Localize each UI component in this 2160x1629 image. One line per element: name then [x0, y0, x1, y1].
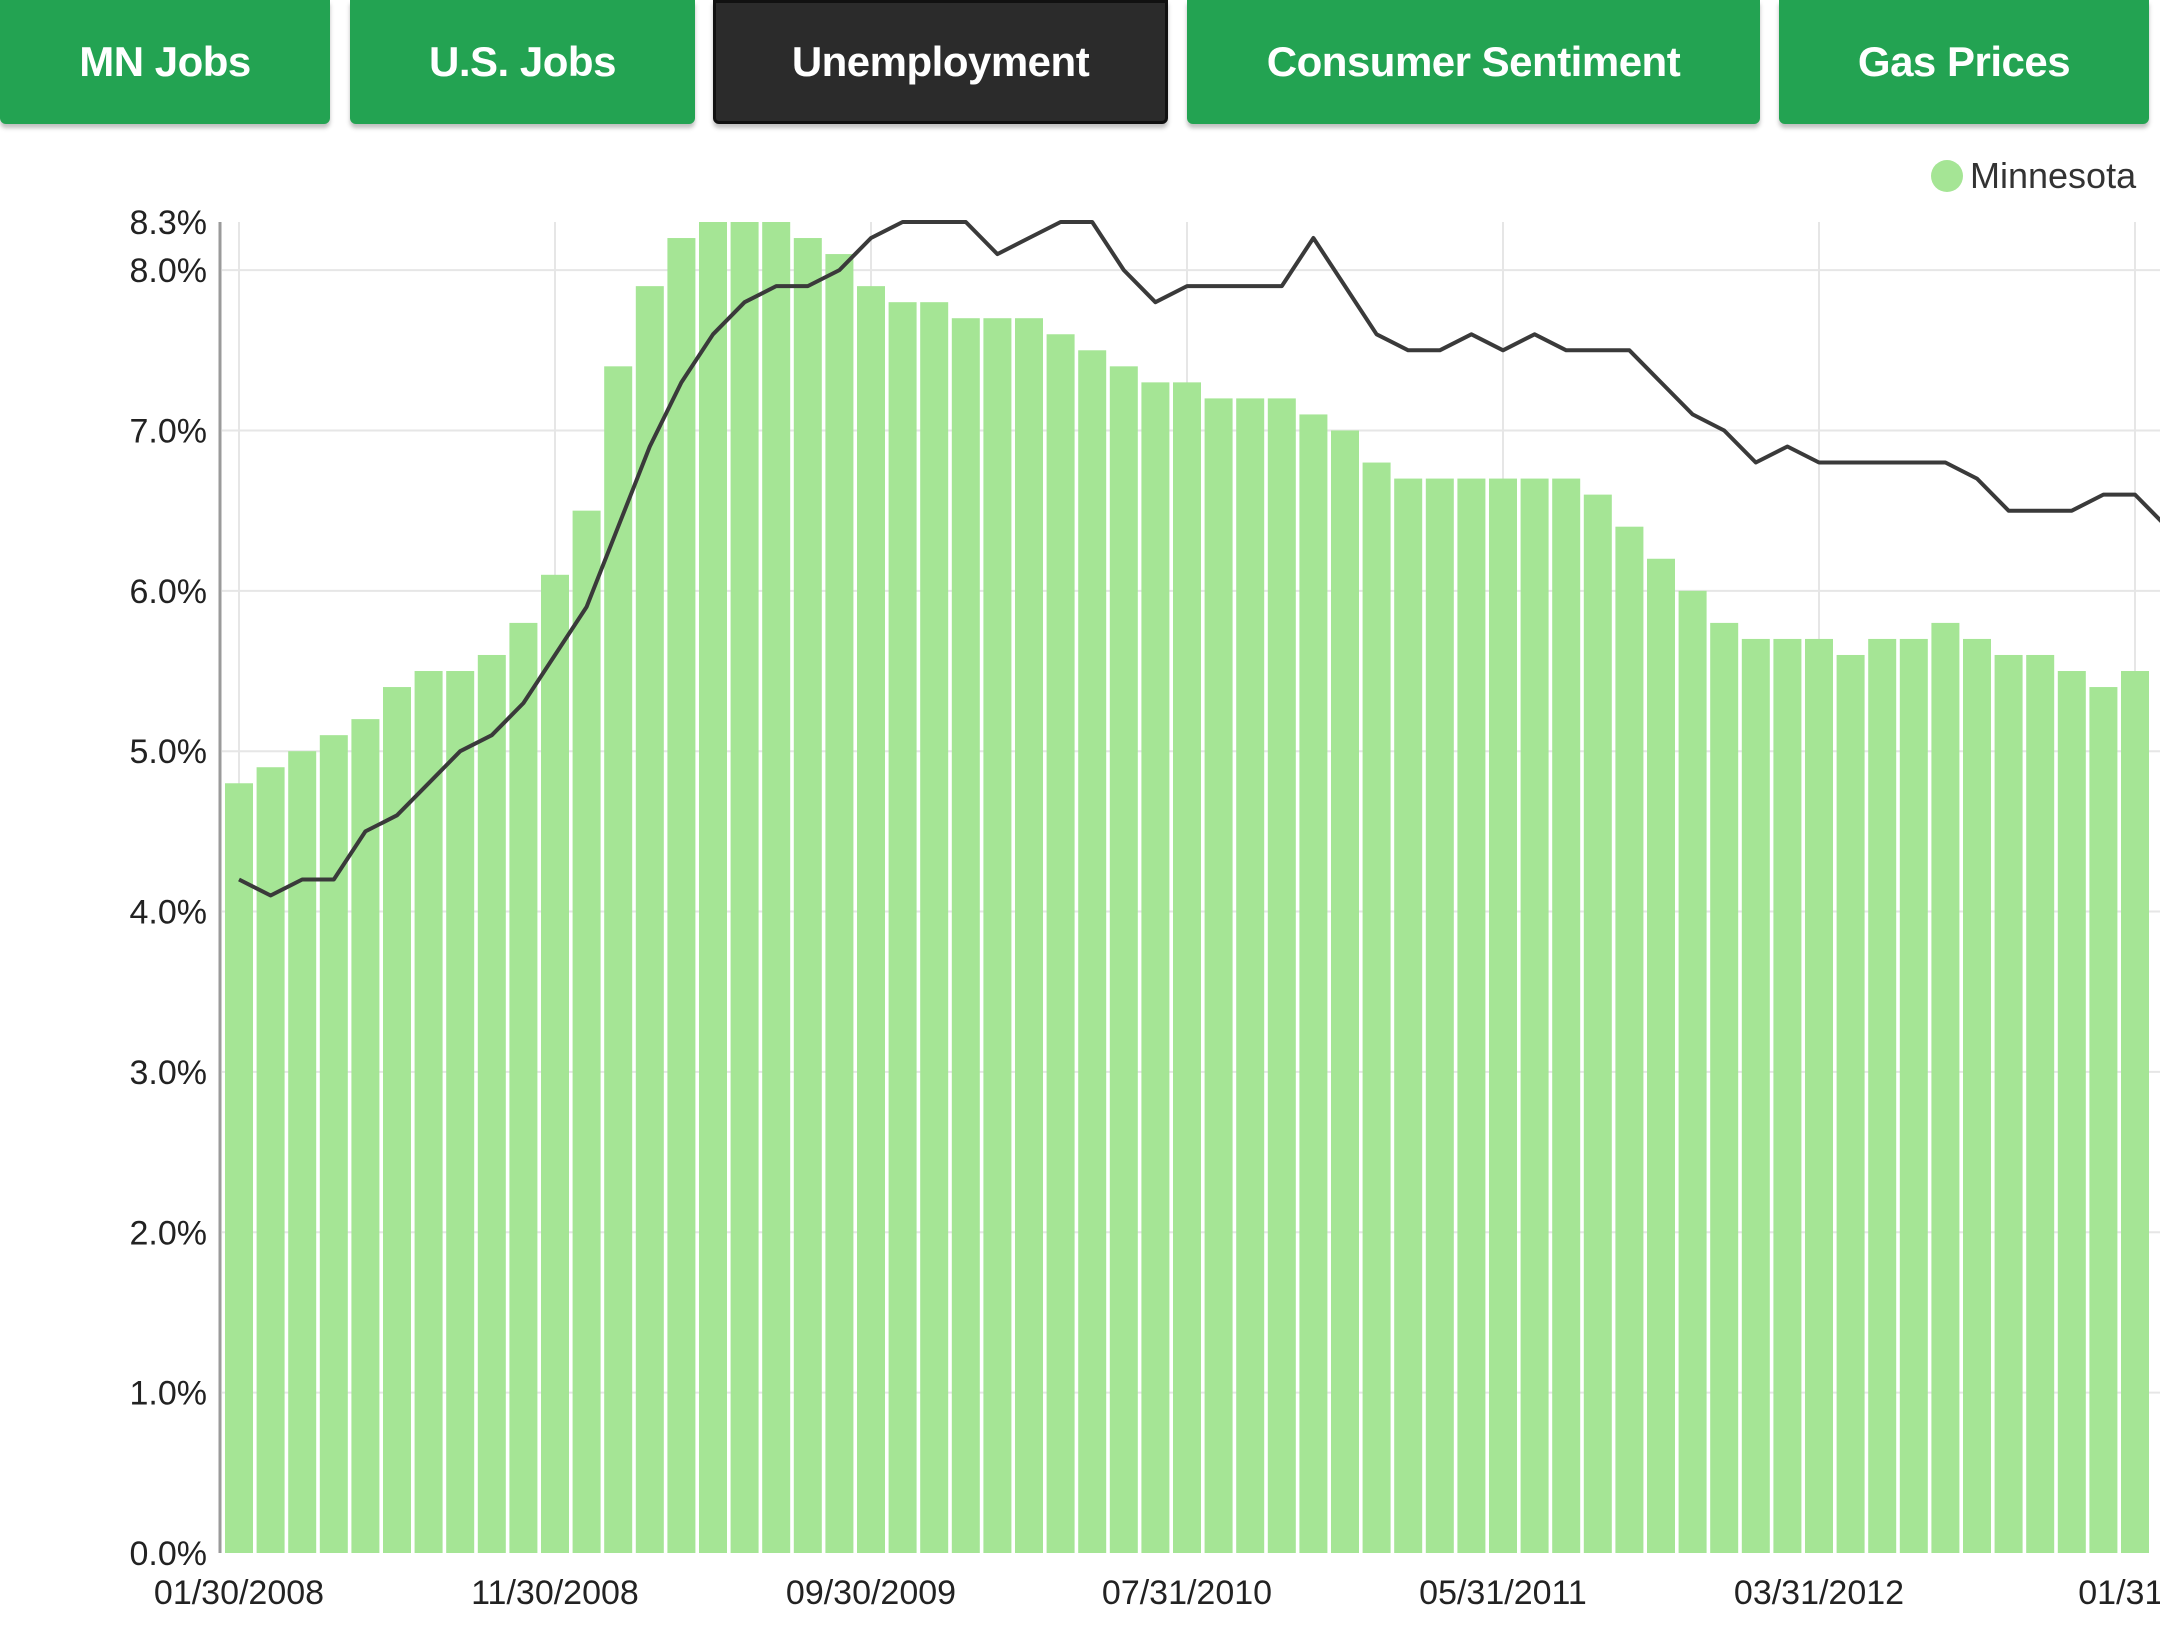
bar-minnesota: [1173, 382, 1201, 1553]
bar-minnesota: [699, 222, 727, 1553]
x-tick-label: 05/31/2011: [1419, 1574, 1587, 1612]
bar-minnesota: [256, 767, 285, 1553]
bar-minnesota: [1267, 398, 1296, 1553]
bar-minnesota: [1362, 462, 1391, 1553]
x-tick-label: 01/30/2008: [154, 1574, 324, 1612]
tab-gas-prices[interactable]: Gas Prices: [1779, 0, 2149, 124]
bar-minnesota: [319, 735, 348, 1553]
bar-minnesota: [1204, 398, 1233, 1553]
bar-minnesota: [1331, 430, 1359, 1554]
bar-minnesota: [762, 222, 791, 1553]
bar-minnesota: [1710, 622, 1739, 1553]
bar-minnesota: [414, 671, 443, 1553]
bar-minnesota: [1046, 334, 1075, 1553]
y-tick-label: 8.3%: [130, 204, 208, 242]
bar-minnesota: [604, 366, 633, 1553]
bar-minnesota: [446, 671, 475, 1553]
tab-bar: MN Jobs U.S. Jobs Unemployment Consumer …: [0, 0, 2160, 130]
bar-minnesota: [635, 286, 664, 1554]
bar-minnesota: [383, 687, 411, 1553]
bar-minnesota: [509, 622, 538, 1553]
bar-minnesota: [1836, 654, 1865, 1553]
bar-minnesota: [1394, 478, 1423, 1553]
tab-mn-jobs[interactable]: MN Jobs: [0, 0, 330, 124]
y-tick-label: 3.0%: [130, 1054, 208, 1092]
bar-minnesota: [1520, 478, 1549, 1553]
bar-minnesota: [2026, 654, 2055, 1553]
bar-minnesota: [1457, 478, 1486, 1553]
tab-consumer-sentiment[interactable]: Consumer Sentiment: [1187, 0, 1760, 124]
bar-minnesota: [857, 286, 885, 1554]
bar-minnesota: [730, 222, 759, 1553]
bar-minnesota: [1425, 478, 1454, 1553]
bar-minnesota: [1963, 638, 1991, 1553]
x-tick-label: 11/30/2008: [471, 1574, 639, 1612]
bar-minnesota: [225, 783, 253, 1553]
y-tick-label: 4.0%: [130, 894, 208, 932]
y-tick-label: 8.0%: [130, 252, 208, 290]
bar-minnesota: [2121, 671, 2149, 1553]
y-tick-label: 1.0%: [130, 1375, 208, 1413]
bar-minnesota: [572, 510, 601, 1553]
bar-minnesota: [983, 318, 1012, 1554]
unemployment-chart: 0.0% 1.0% 2.0% 3.0% 4.0% 5.0% 6.0% 7.0% 8.0% 8.3%…: [130, 155, 2160, 1612]
legend-label-minnesota: Minnesota: [1970, 155, 2137, 196]
bar-minnesota: [920, 302, 949, 1554]
bar-minnesota: [793, 238, 822, 1554]
bar-minnesota: [477, 654, 506, 1553]
legend: Minnesota: [1931, 155, 2137, 196]
bar-minnesota: [288, 751, 317, 1553]
y-tick-label: 6.0%: [130, 573, 208, 611]
line-layer: [238, 220, 2160, 898]
bar-minnesota: [1078, 350, 1107, 1553]
bar-minnesota: [1489, 478, 1517, 1553]
bar-minnesota: [1647, 558, 1675, 1553]
bar-minnesota: [1299, 414, 1328, 1554]
y-tick-label: 5.0%: [130, 733, 208, 771]
tab-us-jobs[interactable]: U.S. Jobs: [350, 0, 695, 124]
x-tick-label: 01/31/2: [2078, 1574, 2160, 1612]
bar-minnesota: [1236, 398, 1265, 1553]
bar-minnesota: [667, 238, 696, 1554]
bar-minnesota: [1583, 494, 1612, 1553]
tab-unemployment[interactable]: Unemployment: [713, 0, 1168, 124]
axis-layer: 0.0% 1.0% 2.0% 3.0% 4.0% 5.0% 6.0% 7.0% 8.0% 8.3%…: [130, 204, 2160, 1612]
y-tick-label: 0.0%: [130, 1535, 208, 1573]
bar-minnesota: [541, 574, 569, 1553]
y-tick-label: 7.0%: [130, 412, 208, 450]
bar-minnesota: [2057, 671, 2086, 1553]
y-tick-label: 2.0%: [130, 1214, 208, 1252]
x-tick-label: 07/31/2010: [1102, 1574, 1272, 1612]
bar-minnesota: [1141, 382, 1170, 1553]
bar-minnesota: [1109, 366, 1138, 1553]
x-tick-label: 09/30/2009: [786, 1574, 956, 1612]
x-tick-label: 03/31/2012: [1734, 1574, 1904, 1612]
bar-minnesota: [1994, 654, 2023, 1553]
bar-minnesota: [1741, 638, 1770, 1553]
bar-minnesota: [1773, 638, 1802, 1553]
bar-minnesota: [951, 318, 980, 1554]
bar-minnesota: [1678, 590, 1707, 1553]
bar-minnesota: [2089, 687, 2118, 1553]
bar-minnesota: [888, 302, 917, 1554]
legend-marker-minnesota: [1931, 160, 1963, 192]
bar-minnesota: [1615, 526, 1644, 1553]
bars-layer: [225, 222, 2149, 1554]
line-series: [238, 220, 2160, 898]
bar-minnesota: [1899, 638, 1928, 1553]
bar-minnesota: [825, 254, 854, 1554]
bar-minnesota: [1868, 638, 1897, 1553]
bar-minnesota: [1931, 622, 1960, 1553]
bar-minnesota: [1552, 478, 1581, 1553]
bar-minnesota: [1015, 318, 1043, 1554]
bar-minnesota: [351, 719, 380, 1553]
bar-minnesota: [1805, 638, 1833, 1553]
